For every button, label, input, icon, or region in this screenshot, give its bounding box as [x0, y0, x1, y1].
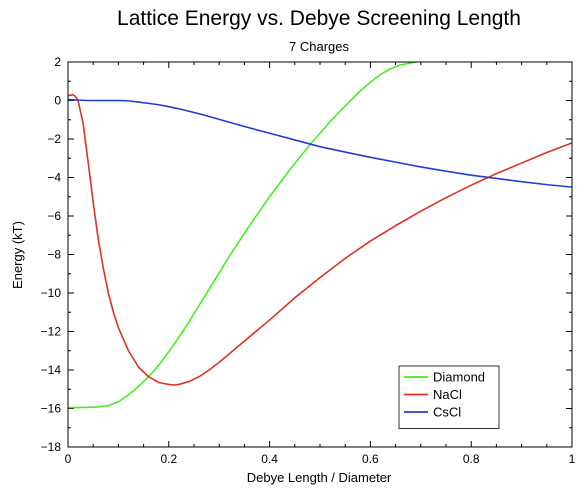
- legend-label-nacl: NaCl: [433, 387, 462, 402]
- y-tick-label: 0: [54, 94, 61, 108]
- series-lines: [68, 62, 572, 409]
- y-tick-label: −18: [41, 440, 62, 454]
- y-tick-label: 2: [54, 55, 61, 69]
- series-line-nacl: [68, 93, 572, 386]
- y-axis-title: Energy (kT): [10, 221, 25, 289]
- x-tick-label: 0: [65, 452, 72, 466]
- chart-subtitle: 7 Charges: [289, 39, 349, 54]
- x-tick-label: 0.4: [261, 452, 278, 466]
- series-line-diamond: [68, 62, 421, 409]
- y-tick-label: −12: [41, 325, 62, 339]
- x-tick-label: 0.2: [160, 452, 177, 466]
- y-tick-label: −4: [47, 171, 61, 185]
- y-tick-label: −2: [47, 132, 61, 146]
- y-tick-label: −16: [41, 402, 62, 416]
- x-tick-label: 0.6: [362, 452, 379, 466]
- plot-frame: [67, 61, 573, 448]
- legend-label-cscl: CsCl: [433, 405, 461, 420]
- legend: Diamond NaCl CsCl: [398, 365, 500, 429]
- x-tick-label: 1: [569, 452, 576, 466]
- y-tick-label: −14: [41, 363, 62, 377]
- y-tick-label: −8: [47, 248, 61, 262]
- x-axis-title: Debye Length / Diameter: [247, 470, 392, 485]
- chart-title: Lattice Energy vs. Debye Screening Lengt…: [117, 7, 521, 30]
- y-tick-label: −6: [47, 209, 61, 223]
- legend-label-diamond: Diamond: [433, 370, 485, 385]
- y-tick-label: −10: [41, 286, 62, 300]
- x-tick-label: 0.8: [463, 452, 480, 466]
- series-line-cscl: [68, 98, 572, 188]
